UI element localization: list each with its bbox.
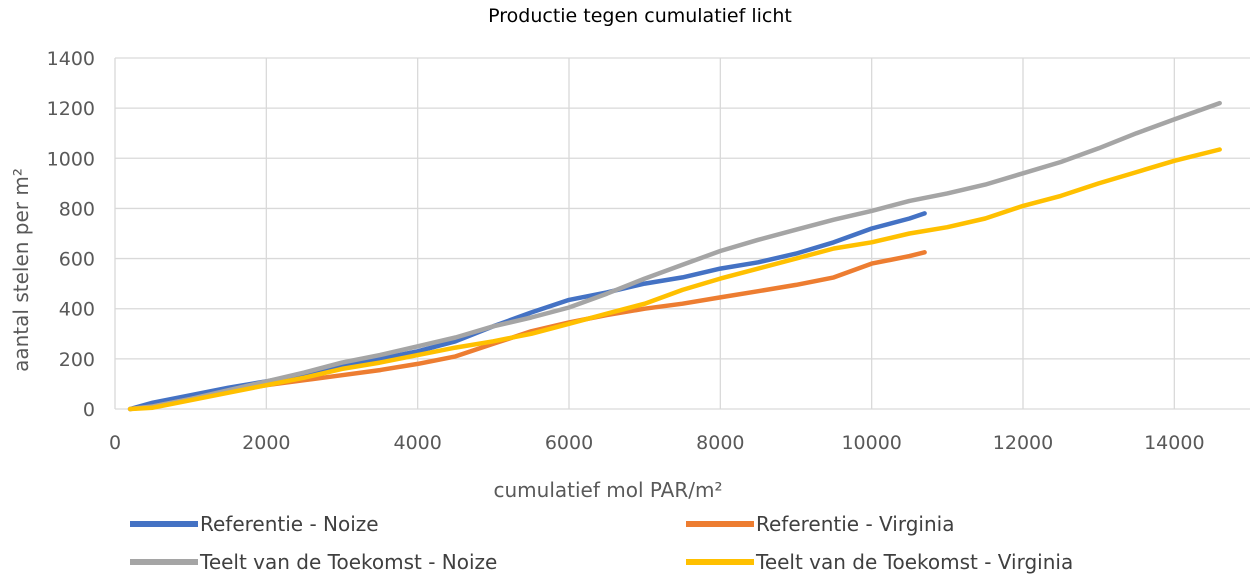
x-tick-label: 14000 (1144, 432, 1204, 454)
y-tick-label: 200 (59, 349, 95, 371)
legend-item-2: Referentie - Virginia (686, 512, 954, 536)
gridlines (114, 57, 1250, 410)
y-tick-label: 1000 (47, 148, 95, 170)
series-line-4 (127, 147, 1222, 412)
y-axis-title: aantal stelen per m² (9, 168, 33, 372)
x-tick-label: 6000 (545, 432, 593, 454)
x-axis-title: cumulatief mol PAR/m² (494, 478, 723, 502)
y-tick-label: 1200 (47, 98, 95, 120)
y-axis-ticks: 0 200 400 600 800 1000 1200 1400 (47, 48, 95, 421)
x-tick-label: 0 (109, 432, 121, 454)
y-tick-label: 1400 (47, 48, 95, 70)
x-tick-label: 2000 (242, 432, 290, 454)
legend-label: Referentie - Noize (200, 512, 379, 536)
y-tick-label: 800 (59, 198, 95, 220)
series-line-1 (127, 211, 927, 412)
x-tick-label: 12000 (993, 432, 1053, 454)
x-tick-label: 10000 (841, 432, 901, 454)
legend-item-1: Referentie - Noize (130, 512, 379, 536)
y-tick-label: 600 (59, 249, 95, 271)
legend-label: Referentie - Virginia (756, 512, 954, 536)
chart-title: Productie tegen cumulatief licht (488, 5, 792, 27)
series-lines (127, 100, 1222, 412)
y-tick-label: 0 (83, 399, 95, 421)
x-tick-label: 8000 (696, 432, 744, 454)
x-axis-ticks: 0 2000 4000 6000 8000 10000 12000 14000 (109, 432, 1205, 454)
x-tick-label: 4000 (393, 432, 441, 454)
y-tick-label: 400 (59, 299, 95, 321)
legend-item-4: Teelt van de Toekomst - Virginia (686, 550, 1073, 574)
legend-item-3: Teelt van de Toekomst - Noize (130, 550, 497, 574)
series-line-3 (127, 100, 1222, 412)
legend-label: Teelt van de Toekomst - Noize (199, 550, 497, 574)
legend: Referentie - Noize Referentie - Virginia T… (130, 512, 1073, 574)
legend-label: Teelt van de Toekomst - Virginia (755, 550, 1073, 574)
